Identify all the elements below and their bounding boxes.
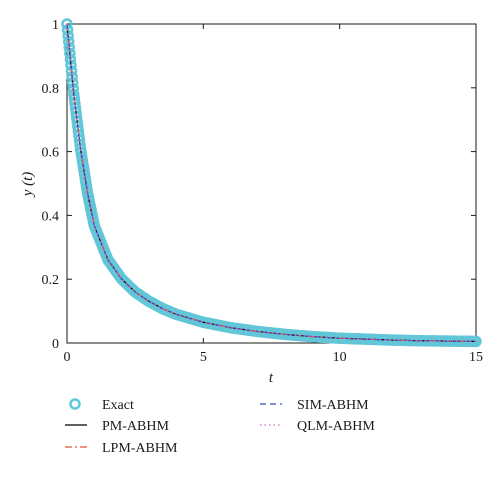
series-exact: [61, 18, 482, 348]
legend: Exact PM-ABHM LPM-ABHM SIM-ABHM QLM-ABHM: [65, 398, 375, 456]
x-tick-label: 0: [64, 350, 71, 365]
legend-item: QLM-ABHM: [260, 419, 375, 434]
x-tick-label: 15: [469, 350, 483, 365]
x-tick-label: 10: [333, 350, 347, 365]
y-tick-label: 0.6: [42, 146, 60, 161]
legend-label: PM-ABHM: [102, 419, 169, 434]
legend-label: Exact: [102, 398, 134, 413]
legend-item: LPM-ABHM: [65, 441, 178, 456]
series-line-lpm-abhm: [66, 23, 477, 342]
legend-item: PM-ABHM: [65, 419, 169, 434]
legend-label: LPM-ABHM: [102, 441, 178, 456]
y-tick-label: 0.4: [42, 209, 60, 224]
x-tick-label: 5: [200, 350, 207, 365]
legend-marker-exact: [69, 398, 81, 410]
y-tick-label: 0.8: [42, 82, 60, 97]
series-pm-abhm: [66, 23, 477, 342]
series-layer: [61, 18, 482, 348]
y-tick-label: 0.2: [42, 273, 60, 288]
x-axis-label: t: [269, 370, 274, 386]
series-lpm-abhm: [66, 23, 477, 342]
series-line-pm-abhm: [66, 23, 477, 342]
y-tick-label: 0: [52, 337, 59, 352]
y-tick-label: 1: [52, 18, 59, 33]
series-line-qlm-abhm: [66, 23, 477, 342]
axis-ticks: 0 5 10 15 0 0.2 0.4 0.6 0.8 1: [42, 18, 484, 365]
series-line-sim-abhm: [66, 23, 477, 342]
y-axis-label: y (t): [20, 172, 36, 199]
legend-label: QLM-ABHM: [297, 419, 375, 434]
series-sim-abhm: [66, 23, 477, 342]
series-qlm-abhm: [66, 23, 477, 342]
plot-frame: [66, 23, 477, 344]
legend-item: Exact: [69, 398, 134, 413]
legend-item: SIM-ABHM: [260, 398, 369, 413]
legend-label: SIM-ABHM: [297, 398, 369, 413]
